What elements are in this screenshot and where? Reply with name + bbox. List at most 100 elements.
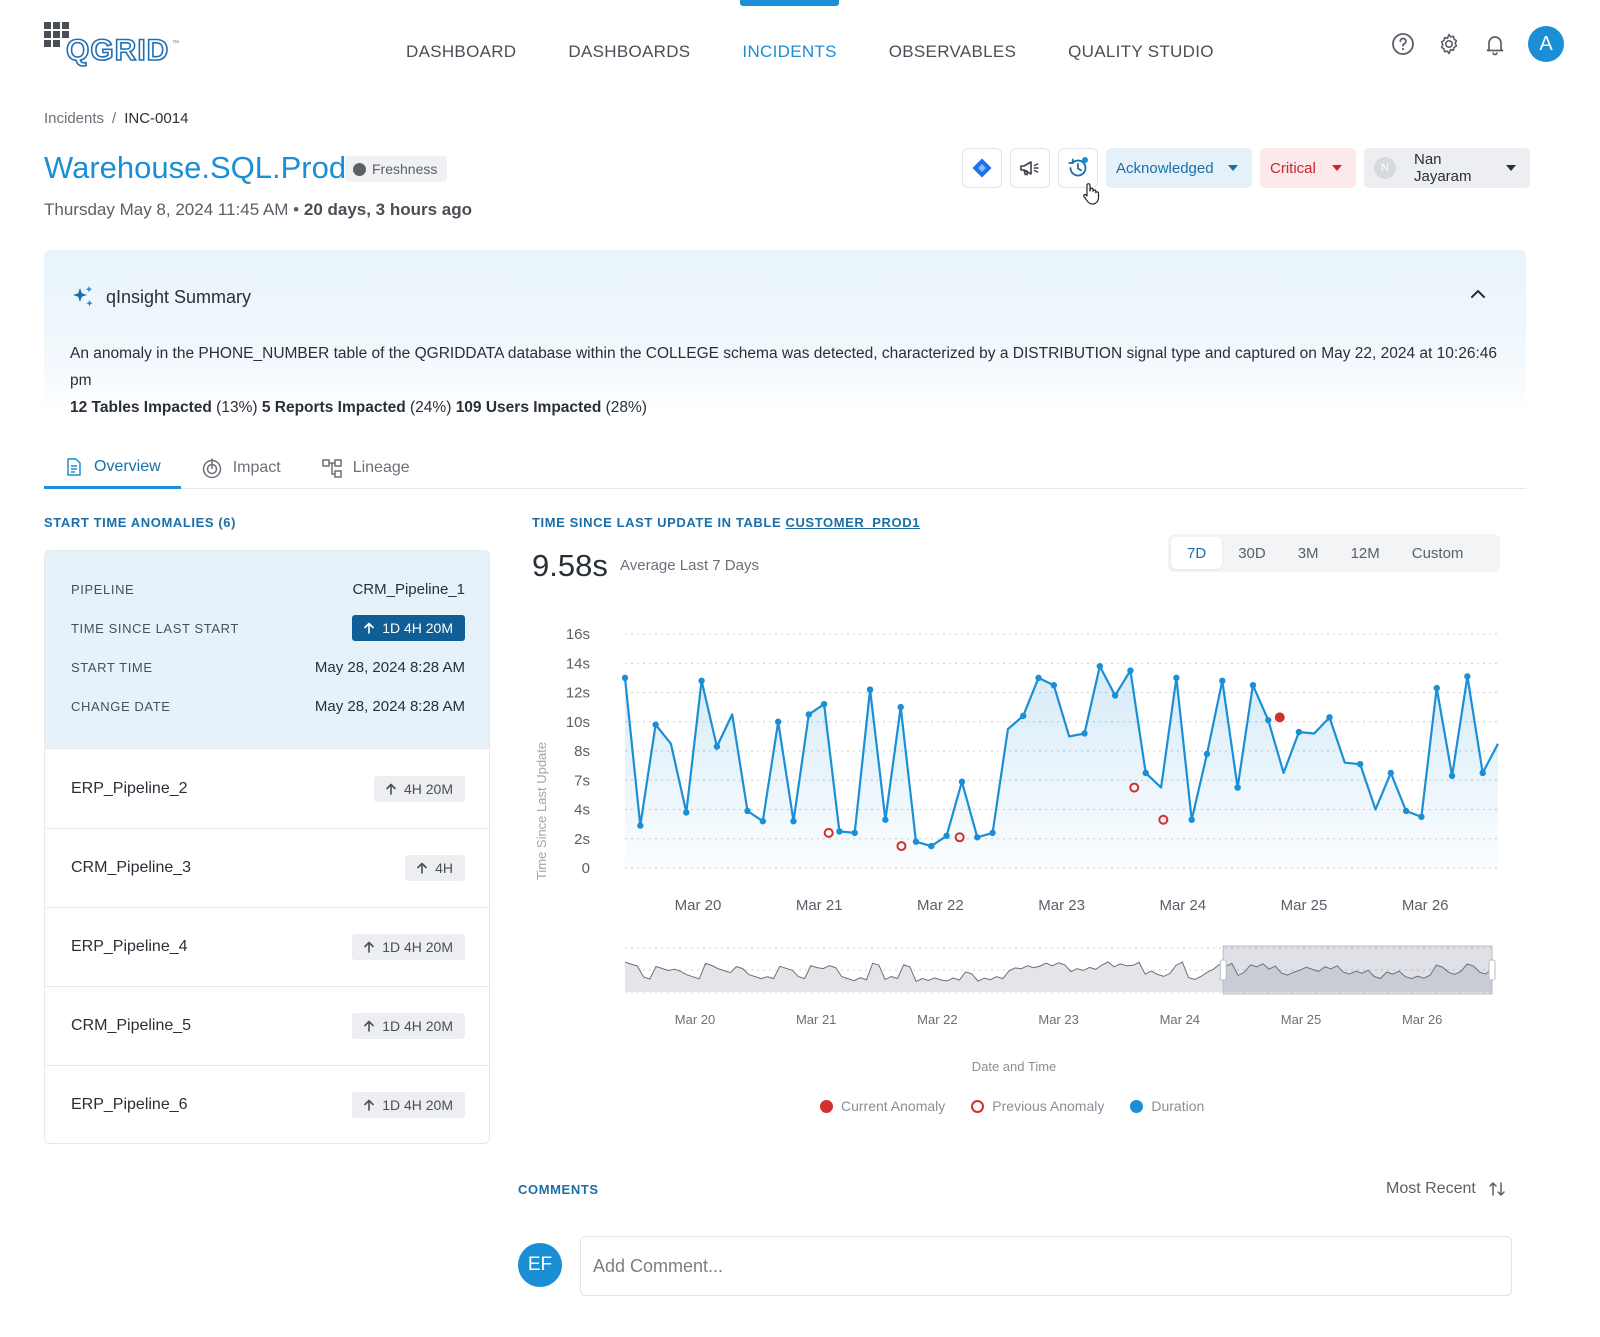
duration-point	[1173, 674, 1180, 682]
jira-button[interactable]	[962, 148, 1002, 188]
duration-point	[621, 674, 629, 682]
y-tick-label: 16s	[566, 626, 590, 643]
hand-cursor-icon	[1083, 183, 1100, 205]
sort-dropdown[interactable]: Most Recent	[1386, 1180, 1506, 1198]
duration-point	[820, 701, 828, 708]
duration-point	[759, 818, 767, 825]
brush-selection	[1222, 945, 1493, 995]
x-tick-label: Mar 23	[1038, 897, 1085, 914]
comment-input[interactable]	[580, 1236, 1512, 1296]
list-item[interactable]: ERP_Pipeline_4 1D 4H 20M	[45, 907, 489, 987]
current-anomaly-point	[1274, 712, 1285, 723]
y-tick-label: 0	[582, 860, 590, 877]
nav-dashboards[interactable]: DASHBOARDS	[568, 42, 691, 61]
average-label: Average Last 7 Days	[620, 557, 759, 574]
tab-overview[interactable]: Overview	[44, 447, 181, 489]
duration-badge: 1D 4H 20M	[352, 933, 465, 960]
pipeline-label: PIPELINE	[71, 581, 135, 597]
brush-x-tick-label: Mar 23	[1038, 1012, 1078, 1027]
duration-value: 1D 4H 20M	[382, 938, 453, 955]
table-link[interactable]: CUSTOMER_PROD1	[785, 515, 921, 530]
legend-previous-anomaly[interactable]: Previous Anomaly	[971, 1098, 1104, 1114]
nav-dashboard[interactable]: DASHBOARD	[406, 42, 517, 61]
pipeline-name: CRM_Pipeline_5	[71, 1016, 192, 1034]
user-avatar[interactable]: A	[1528, 26, 1564, 62]
duration-point	[1448, 772, 1456, 780]
nav-incidents[interactable]: INCIDENTS	[716, 0, 862, 90]
legend-marker-previous	[971, 1099, 985, 1113]
help-icon[interactable]	[1390, 31, 1416, 57]
duration-point	[637, 822, 644, 829]
announce-button[interactable]	[1010, 148, 1050, 188]
breadcrumb-separator: /	[112, 110, 117, 127]
tab-impact[interactable]: Impact	[181, 447, 301, 488]
legend-duration[interactable]: Duration	[1130, 1098, 1204, 1114]
legend-marker-current	[820, 1099, 833, 1113]
brush-x-tick-label: Mar 25	[1281, 1012, 1321, 1027]
range-7d[interactable]: 7D	[1171, 537, 1223, 569]
lineage-icon	[321, 458, 342, 478]
y-tick-label: 10s	[566, 714, 590, 731]
duration-point	[851, 829, 858, 837]
tab-overview-label: Overview	[94, 457, 161, 475]
range-12m[interactable]: 12M	[1350, 544, 1380, 562]
arrow-up-icon	[364, 941, 374, 953]
duration-point	[744, 807, 751, 815]
tab-lineage[interactable]: Lineage	[301, 447, 430, 488]
commenter-avatar: EF	[518, 1243, 562, 1287]
logo-grid-mark	[44, 22, 74, 52]
duration-point	[974, 834, 981, 841]
y-tick-label: 7s	[574, 772, 590, 789]
bell-icon[interactable]	[1482, 31, 1508, 57]
impact-tables[interactable]: 12 Tables Impacted	[70, 399, 212, 416]
duration-point	[713, 743, 721, 750]
x-tick-label: Mar 21	[796, 897, 843, 914]
impact-tables-pct: (13%)	[216, 399, 258, 416]
anomaly-selected-card[interactable]: PIPELINE CRM_Pipeline_1 TIME SINCE LAST …	[45, 551, 489, 749]
arrow-up-icon	[364, 622, 374, 634]
list-item[interactable]: CRM_Pipeline_5 1D 4H 20M	[45, 986, 489, 1066]
status-dropdown[interactable]: Acknowledged	[1106, 148, 1252, 188]
nav-observables[interactable]: OBSERVABLES	[888, 42, 1017, 61]
pipeline-value: CRM_Pipeline_1	[352, 580, 465, 598]
logo-trademark: ™	[172, 40, 179, 47]
duration-point	[1234, 784, 1241, 791]
severity-label: Critical	[1270, 159, 1316, 177]
duration-point	[1326, 714, 1333, 721]
brush-area	[625, 962, 1492, 992]
range-custom[interactable]: Custom	[1411, 544, 1464, 562]
range-30d[interactable]: 30D	[1238, 544, 1266, 562]
impact-users[interactable]: 109 Users Impacted	[455, 399, 602, 416]
legend-current-anomaly[interactable]: Current Anomaly	[820, 1098, 945, 1114]
impact-reports[interactable]: 5 Reports Impacted	[261, 399, 406, 416]
qgrid-logo[interactable]: QGRID ™	[44, 22, 184, 68]
pipeline-name: ERP_Pipeline_2	[71, 779, 188, 797]
brush-x-tick-label: Mar 26	[1402, 1012, 1442, 1027]
list-item[interactable]: CRM_Pipeline_3 4H	[45, 828, 489, 908]
kv-pipeline: PIPELINE CRM_Pipeline_1	[71, 575, 465, 603]
list-item[interactable]: ERP_Pipeline_6 1D 4H 20M	[45, 1065, 489, 1143]
assignee-dropdown[interactable]: N Nan Jayaram	[1364, 148, 1530, 188]
duration-point	[1127, 667, 1134, 674]
impact-reports-pct: (24%)	[410, 399, 452, 416]
insight-impacts: 12 Tables Impacted (13%) 5 Reports Impac…	[70, 394, 1510, 421]
gear-icon[interactable]	[1436, 31, 1462, 57]
sort-label: Most Recent	[1386, 1180, 1476, 1197]
breadcrumb-current: INC-0014	[124, 110, 189, 127]
history-button[interactable]	[1058, 148, 1098, 188]
breadcrumb-incidents[interactable]: Incidents	[44, 110, 105, 127]
tab-lineage-label: Lineage	[352, 458, 410, 476]
top-icons: A	[1390, 26, 1564, 62]
severity-dropdown[interactable]: Critical	[1260, 148, 1356, 188]
brush-handle-left	[1219, 959, 1227, 981]
pipeline-name: ERP_Pipeline_4	[71, 937, 188, 955]
list-item[interactable]: ERP_Pipeline_2 4H 20M	[45, 749, 489, 829]
top-bar: QGRID ™ DASHBOARD DASHBOARDS INCIDENTS O…	[0, 0, 1600, 90]
x-tick-label: Mar 25	[1281, 897, 1328, 914]
chevron-up-icon[interactable]	[1470, 288, 1486, 300]
duration-point	[790, 818, 797, 825]
nav-quality-studio[interactable]: QUALITY STUDIO	[1068, 42, 1214, 61]
chevron-down-icon	[1228, 165, 1238, 171]
brush-x-tick-label: Mar 24	[1160, 1012, 1200, 1027]
range-3m[interactable]: 3M	[1297, 544, 1319, 562]
